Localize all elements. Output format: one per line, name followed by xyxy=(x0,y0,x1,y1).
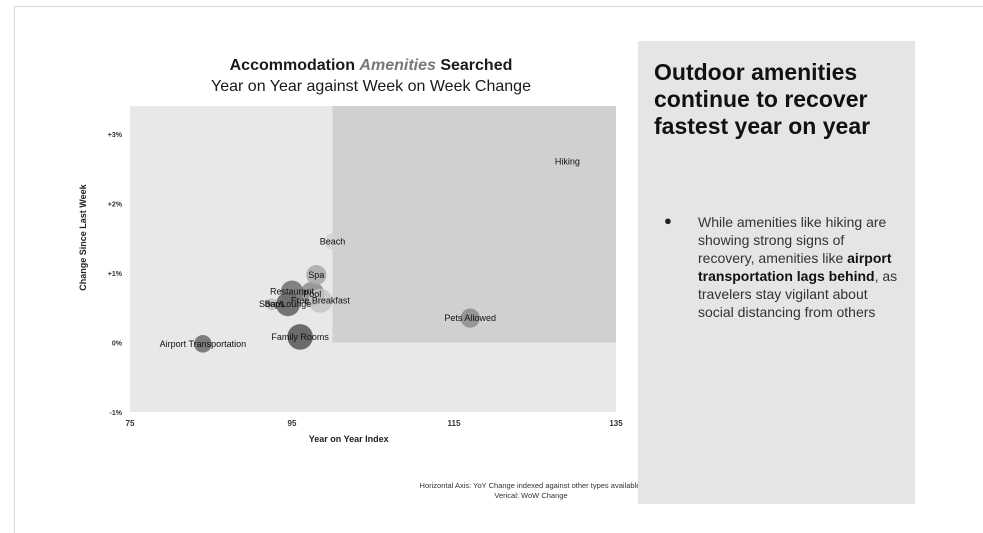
x-axis-label: Year on Year Index xyxy=(309,434,389,444)
point-label: Hiking xyxy=(555,157,580,167)
x-tick-label: 95 xyxy=(288,419,297,428)
point-label: Pets Allowed xyxy=(444,313,496,323)
point-label: Shops xyxy=(259,299,285,309)
insight-body-text-1: While amenities like hiking are showing … xyxy=(698,214,887,266)
point-label: Restaurant xyxy=(270,287,315,297)
chart-title: Accommodation Amenities Searched xyxy=(130,57,612,75)
point-label: Beach xyxy=(320,237,346,247)
bullet-icon: ● xyxy=(664,213,672,228)
bubble-point xyxy=(460,308,480,328)
bubble-point xyxy=(265,298,278,311)
bubble-point xyxy=(194,335,212,353)
point-label: Bar/Lounge xyxy=(265,299,312,309)
axis-footnote: Horizontal Axis: YoY Change indexed agai… xyxy=(419,481,643,500)
bubble-point xyxy=(280,280,304,303)
y-tick-label: +3% xyxy=(108,132,123,139)
point-label: Pool xyxy=(303,289,321,299)
y-tick-label: +2% xyxy=(108,201,123,208)
bubble-point xyxy=(287,324,313,350)
x-tick-label: 135 xyxy=(609,419,623,428)
insight-body-text-2: , as travelers stay vigilant about socia… xyxy=(698,268,898,320)
x-tick-label: 115 xyxy=(448,419,461,428)
slide-top-border xyxy=(14,6,983,7)
chart-title-part1: Accommodation xyxy=(229,57,360,74)
point-label: Spa xyxy=(308,270,324,280)
chart-title-part2: Searched xyxy=(435,57,513,74)
insight-body-bold: airport transportation lags behind xyxy=(698,250,892,284)
point-label: Free Breakfast xyxy=(291,296,351,306)
point-label: Airport Transportation xyxy=(160,339,247,349)
upper-right-quadrant xyxy=(332,106,616,343)
bubble-point xyxy=(324,233,341,250)
point-label: Family Rooms xyxy=(271,332,329,342)
y-tick-label: +1% xyxy=(108,271,123,278)
insight-heading: Outdoor amenities continue to recover fa… xyxy=(654,59,871,139)
x-tick-label: 75 xyxy=(126,419,135,428)
bubble-chart: -1% 0% +1% +2% +3% 75 95 115 135 Year on Year Ind… xyxy=(78,106,623,444)
insight-panel: Outdoor amenities continue to recover fa… xyxy=(638,41,915,504)
bubble-point xyxy=(308,288,333,313)
chart-subtitle: Year on Year against Week on Week Change xyxy=(211,78,531,95)
bubble-point xyxy=(306,264,327,285)
y-tick-label: -1% xyxy=(110,410,123,417)
y-tick-label: 0% xyxy=(112,340,123,347)
insight-body: While amenities like hiking are showing … xyxy=(698,213,898,321)
chart-title-emphasis: Amenities xyxy=(359,57,436,74)
y-axis-label: Change Since Last Week xyxy=(78,183,88,290)
slide-left-border xyxy=(14,6,15,533)
